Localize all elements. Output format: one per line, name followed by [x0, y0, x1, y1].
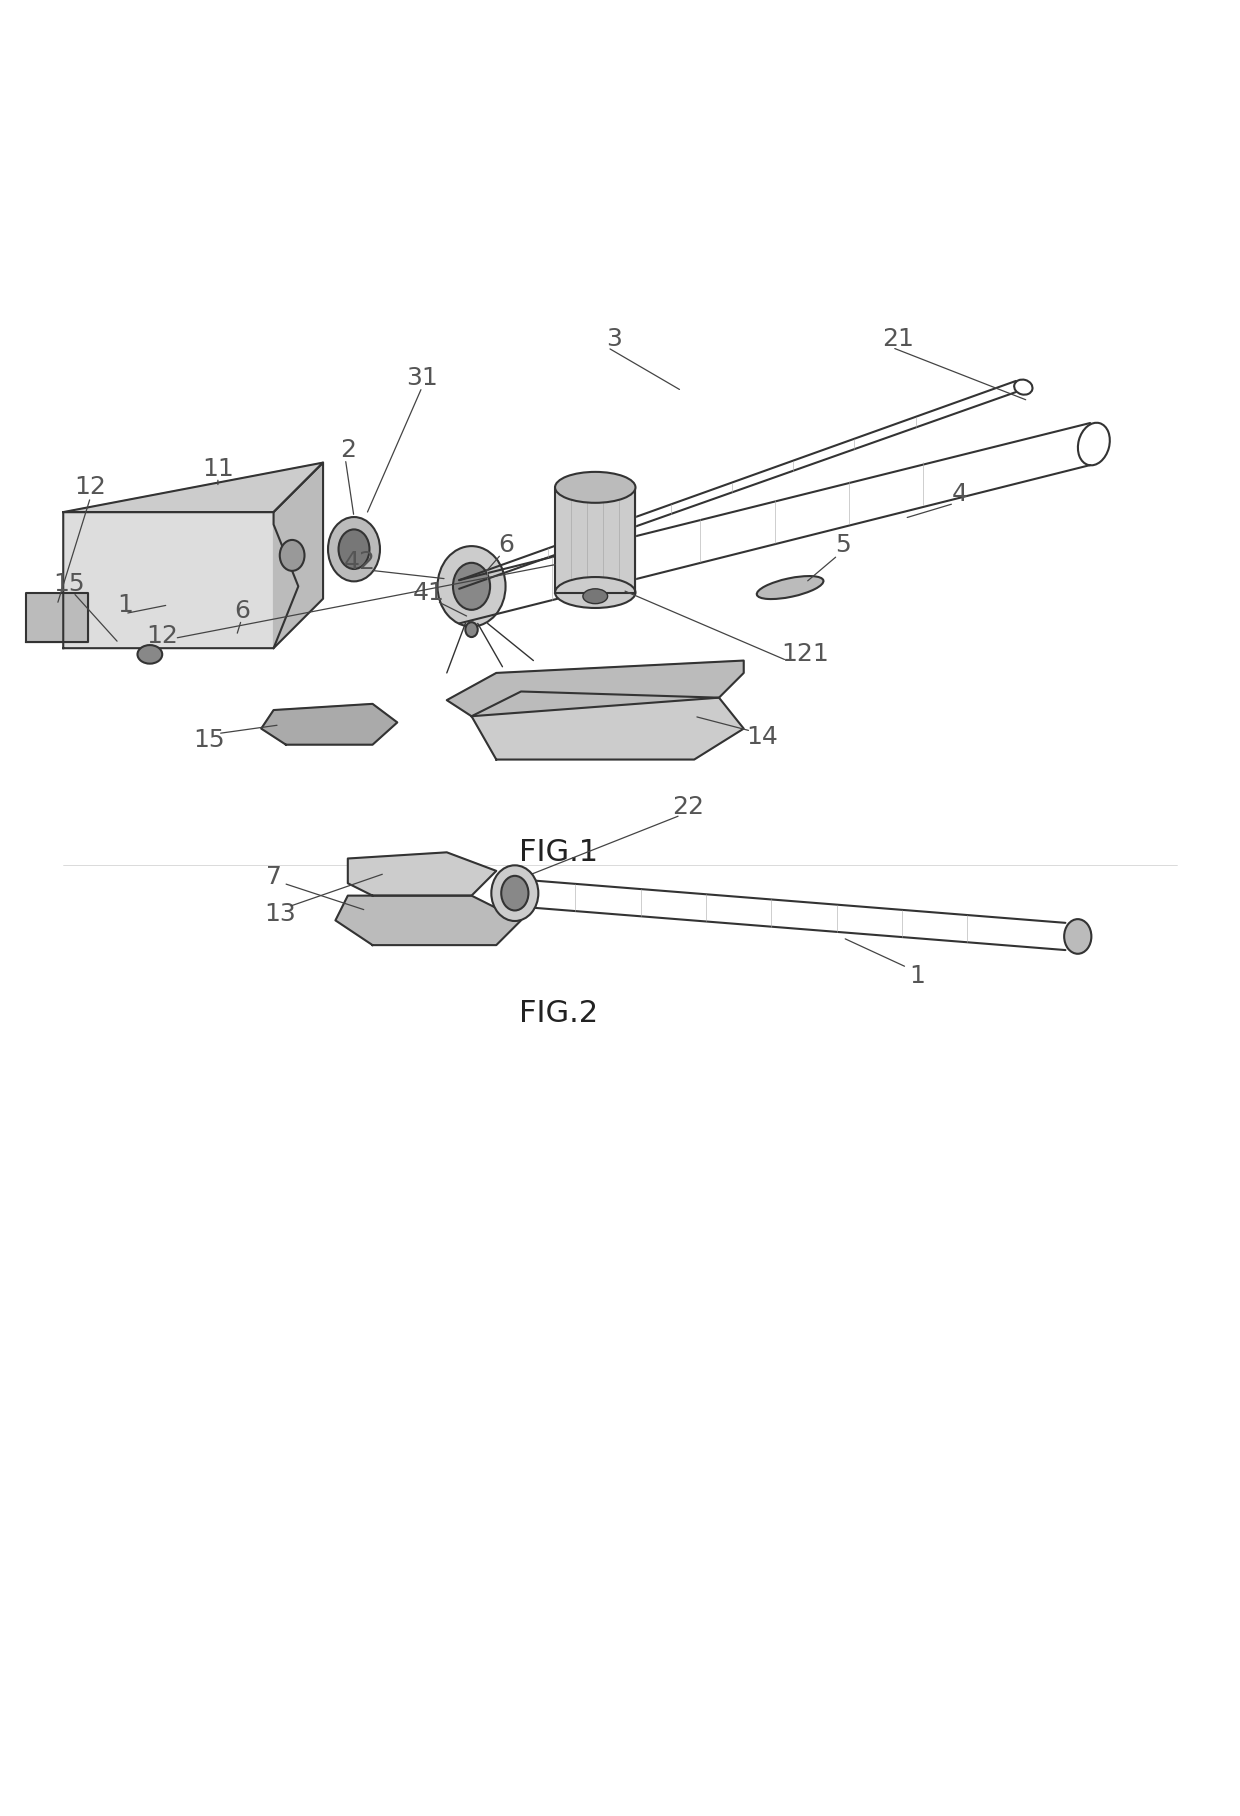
Ellipse shape	[465, 623, 477, 637]
Text: 7: 7	[265, 864, 281, 890]
Ellipse shape	[501, 875, 528, 910]
Text: FIG.2: FIG.2	[518, 999, 598, 1028]
Text: FIG.1: FIG.1	[518, 837, 598, 866]
Polygon shape	[63, 512, 299, 648]
Text: 4: 4	[952, 481, 968, 505]
Text: 31: 31	[407, 367, 438, 390]
Text: 12: 12	[146, 625, 179, 648]
Ellipse shape	[491, 864, 538, 921]
Ellipse shape	[556, 577, 635, 608]
Polygon shape	[63, 463, 324, 512]
Text: 21: 21	[883, 327, 914, 350]
Text: 12: 12	[74, 476, 107, 499]
Ellipse shape	[583, 588, 608, 603]
Text: 2: 2	[340, 438, 356, 463]
Text: 15: 15	[53, 572, 86, 596]
Text: 1: 1	[117, 592, 133, 617]
Polygon shape	[446, 661, 744, 716]
Ellipse shape	[756, 576, 823, 599]
Text: 6: 6	[234, 599, 250, 623]
Ellipse shape	[556, 472, 635, 503]
Polygon shape	[556, 487, 635, 592]
Text: 3: 3	[606, 327, 621, 350]
Text: 11: 11	[202, 458, 234, 481]
Text: 15: 15	[193, 728, 224, 752]
Ellipse shape	[280, 539, 305, 570]
Polygon shape	[471, 692, 744, 759]
Ellipse shape	[453, 563, 490, 610]
Text: 6: 6	[498, 534, 515, 558]
Polygon shape	[336, 895, 521, 944]
Polygon shape	[26, 592, 88, 643]
Polygon shape	[274, 463, 324, 648]
Text: 14: 14	[746, 725, 779, 750]
Ellipse shape	[329, 518, 379, 581]
Polygon shape	[347, 852, 496, 895]
Ellipse shape	[438, 547, 506, 627]
Ellipse shape	[138, 645, 162, 663]
Ellipse shape	[339, 530, 370, 568]
Text: 42: 42	[345, 550, 376, 574]
Ellipse shape	[1064, 919, 1091, 953]
Text: 121: 121	[781, 643, 830, 666]
Text: 41: 41	[412, 581, 444, 605]
Text: 13: 13	[264, 903, 295, 926]
Text: 5: 5	[835, 534, 851, 558]
Text: 22: 22	[672, 795, 704, 819]
Polygon shape	[262, 705, 397, 745]
Text: 1: 1	[909, 964, 925, 988]
